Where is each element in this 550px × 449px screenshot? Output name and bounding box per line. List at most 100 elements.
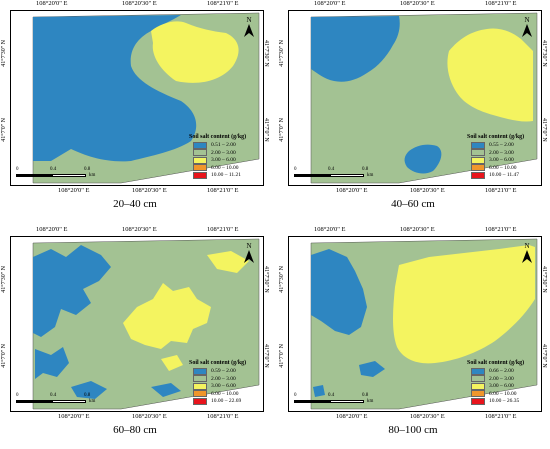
scale-tick: 0.4 (328, 167, 335, 172)
legend-label: 3.00 – 6.00 (211, 157, 236, 164)
legend-title: Soil salt content (g/kg) (467, 359, 525, 366)
region-low-salt (313, 385, 325, 397)
legend-label: 10.00 – 11.21 (211, 172, 242, 179)
region-high-salt (123, 283, 211, 349)
legend-swatch (193, 171, 207, 179)
lon-label-bottom-1: 108°20'0" E (336, 187, 368, 194)
lon-label-top-1: 108°20'0" E (36, 0, 68, 7)
legend-label: 0.55 – 2.00 (489, 142, 514, 149)
lat-label-left-2: 41°7'0" N (1, 118, 7, 142)
legend-label: 6.00 – 10.00 (489, 164, 517, 171)
svg-text:N: N (246, 242, 251, 250)
lon-label-top-2: 108°20'30" E (122, 0, 157, 7)
lat-label-left-1: 41°7'30" N (1, 266, 7, 293)
region-low-salt (311, 16, 400, 82)
map-panel-20-40: 108°20'0" E 108°20'30" E 108°21'0" E 41°… (0, 0, 270, 210)
lon-label-bottom-3: 108°21'0" E (485, 413, 517, 420)
legend-label: 0.59 – 2.00 (211, 368, 236, 375)
scale-segment (294, 400, 330, 403)
legend-label: 6.00 – 10.00 (489, 390, 517, 397)
legend-swatch (471, 156, 485, 164)
scale-segment (330, 400, 364, 403)
legend-swatch (193, 397, 207, 405)
region-high-salt (161, 355, 183, 371)
scale-segment (294, 174, 330, 177)
lon-label-bottom-1: 108°20'0" E (58, 187, 90, 194)
salt-map (310, 238, 538, 410)
scale-unit: km (89, 399, 96, 404)
scale-unit: km (367, 173, 374, 178)
scale-segment (52, 400, 86, 403)
lon-label-top-3: 108°21'0" E (485, 0, 517, 7)
scale-tick: 0.8 (84, 167, 91, 172)
lat-label-left-1: 41°7'30" N (279, 40, 285, 67)
legend-swatch (193, 149, 207, 157)
legend-title: Soil salt content (g/kg) (189, 359, 247, 366)
region-low-salt (404, 144, 442, 174)
map-frame: N Soil salt content (g/kg) 0.51 – 2.00 2… (10, 10, 264, 186)
lon-label-bottom-3: 108°21'0" E (207, 187, 239, 194)
scale-tick: 0.8 (84, 393, 91, 398)
scale-tick: 0.4 (328, 393, 335, 398)
lat-label-right-2: 41°7'0" N (541, 118, 547, 142)
legend-swatch (471, 171, 485, 179)
lat-label-right-2: 41°7'0" N (263, 344, 269, 368)
salt-map (310, 12, 538, 184)
svg-text:N: N (246, 16, 251, 24)
legend-label: 3.00 – 6.00 (489, 383, 514, 390)
panel-caption: 40–60 cm (391, 198, 435, 210)
legend-swatch (471, 164, 485, 172)
lat-label-left-1: 41°7'30" N (279, 266, 285, 293)
legend-swatch (471, 390, 485, 398)
north-arrow-icon: N (244, 16, 254, 37)
legend-label: 2.00 – 3.00 (489, 375, 514, 382)
lon-label-bottom-2: 108°20'30" E (132, 187, 167, 194)
legend-label: 0.51 – 2.00 (211, 142, 236, 149)
region-low-salt (33, 15, 197, 162)
scale-tick: 0.8 (362, 393, 369, 398)
legend-label: 0.66 – 2.00 (489, 368, 514, 375)
salt-map (32, 238, 260, 410)
legend-swatch (471, 375, 485, 383)
north-arrow-icon: N (522, 242, 532, 263)
lat-label-right-2: 41°7'0" N (541, 344, 547, 368)
scale-bar: 0 0.4 0.8 km (16, 393, 116, 407)
lat-label-left-1: 41°7'30" N (1, 40, 7, 67)
legend-swatch (471, 382, 485, 390)
legend-swatch (193, 367, 207, 375)
lat-label-right-1: 41°7'30" N (263, 266, 269, 293)
north-arrow-icon: N (244, 242, 254, 263)
region-low-salt (359, 361, 385, 377)
scale-bar: 0 0.4 0.8 km (294, 393, 394, 407)
legend-label: 10.00 – 22.69 (211, 398, 242, 405)
legend-swatch (471, 141, 485, 149)
region-high-salt (151, 21, 239, 83)
legend-label: 3.00 – 6.00 (211, 383, 236, 390)
scale-segment (16, 400, 52, 403)
legend-label: 10.00 – 11.47 (489, 172, 520, 179)
north-arrow-icon: N (522, 16, 532, 37)
region-low-salt (151, 383, 181, 397)
lon-label-bottom-1: 108°20'0" E (58, 413, 90, 420)
lat-label-right-2: 41°7'0" N (263, 118, 269, 142)
legend-swatch (193, 141, 207, 149)
map-frame: N Soil salt content (g/kg) 0.59 – 2.00 2… (10, 236, 264, 412)
legend-label: 6.00 – 10.00 (211, 164, 239, 171)
svg-text:N: N (524, 242, 529, 250)
legend-label: 10.00 – 26.35 (489, 398, 520, 405)
legend-label: 2.00 – 3.00 (211, 375, 236, 382)
lon-label-top-1: 108°20'0" E (36, 226, 68, 233)
scale-bar: 0 0.4 0.8 km (294, 167, 394, 181)
scale-unit: km (367, 399, 374, 404)
lon-label-top-1: 108°20'0" E (314, 226, 346, 233)
lat-label-right-1: 41°7'30" N (541, 266, 547, 293)
lat-label-right-1: 41°7'30" N (541, 40, 547, 67)
region-high-salt (393, 245, 535, 364)
lat-label-left-2: 41°7'0" N (279, 344, 285, 368)
region-low-salt (33, 245, 111, 337)
legend: Soil salt content (g/kg) 0.66 – 2.00 2.0… (467, 360, 539, 406)
legend-swatch (471, 397, 485, 405)
panel-caption: 20–40 cm (113, 198, 157, 210)
lon-label-bottom-3: 108°21'0" E (207, 413, 239, 420)
scale-tick: 0 (16, 167, 19, 172)
